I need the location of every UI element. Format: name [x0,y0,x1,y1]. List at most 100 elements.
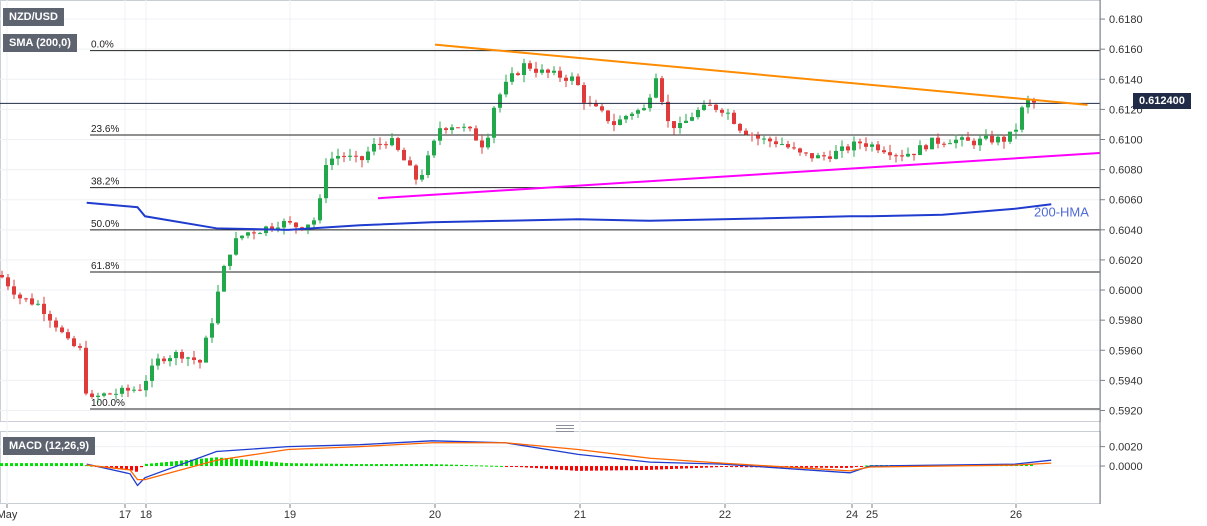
macd-histogram-bar [515,466,518,468]
fibonacci-levels: 0.0% 23.6% 38.2% 50.0% 61.8% 100.0% [90,40,1100,410]
macd-histogram-bar [380,464,383,467]
macd-histogram-bar [635,466,638,471]
macd-histogram-bar [830,466,833,468]
macd-histogram-bar [485,465,488,467]
candle-body [732,112,736,124]
macd-histogram-bar [365,464,368,467]
candle-body [666,101,670,122]
macd-histogram-bar [215,457,218,467]
candle-body [276,227,280,229]
macd-histogram-bar [425,464,428,467]
candle-body [738,123,742,131]
candle-body [744,130,748,135]
last-price-badge: 0.612400 [1133,93,1191,109]
macd-legend[interactable]: MACD (12,26,9) [3,437,96,455]
candle-body [882,150,886,153]
macd-histogram-bar [235,458,238,467]
candle-body [600,106,604,111]
candle-body [18,294,22,299]
macd-histogram-bar [740,466,743,468]
candle-body [768,138,772,142]
macd-histogram-bar [1030,464,1033,467]
candle-body [348,155,352,157]
candle-body [390,138,394,146]
macd-histogram-bar [55,463,58,467]
candle-body [1020,107,1024,130]
candle-body [432,140,436,156]
candle-body [504,81,508,95]
macd-histogram-bar [0,463,3,467]
macd-histogram-bar [745,466,748,468]
macd-histogram-bar [230,458,233,467]
candle-body [948,143,952,145]
macd-histogram-bar [285,463,288,467]
candle-body [876,144,880,151]
macd-histogram-bar [660,466,663,470]
macd-histogram-bar [685,466,688,469]
candle-body [912,153,916,156]
candle-body [96,395,100,397]
candle-body [570,76,574,81]
pane-splitter-handle[interactable] [556,425,574,432]
candle-body [42,303,46,314]
macd-histogram-bar [355,464,358,467]
macd-histogram-bar [130,466,133,471]
candle-body [150,365,154,381]
candle-body [780,144,784,146]
candle-body [222,265,226,292]
candle-body [426,155,430,176]
candle-body [246,232,250,236]
sma-legend[interactable]: SMA (200,0) [3,34,77,52]
candle-body [312,220,316,225]
y-tick-label: 0.6080 [1109,165,1143,177]
macd-histogram-bar [610,466,613,471]
candle-body [30,298,34,305]
macd-histogram-bar [865,465,868,467]
macd-histogram-bar [310,463,313,467]
macd-histogram-bar [510,466,513,468]
x-tick-label: 26 [1010,509,1022,521]
macd-histogram-bar [415,464,418,467]
candle-body [258,233,262,235]
macd-histogram-bar [140,466,143,468]
macd-histogram-bar [135,466,138,472]
macd-histogram-bar [340,463,343,467]
macd-histogram-bar [550,466,553,470]
macd-histogram-bar [810,466,813,468]
candle-body [558,70,562,78]
macd-histogram-bar [5,463,8,467]
macd-histogram-bar [65,463,68,467]
candle-body [582,85,586,103]
x-tick-label: 25 [866,509,878,521]
macd-histogram-bar [705,466,708,468]
candle-body [960,137,964,140]
macd-histogram-bar [145,463,148,467]
candle-body [408,160,412,166]
y-tick-label: 0.6180 [1109,14,1143,26]
macd-histogram-bar [595,466,598,471]
macd-histogram-bar [835,466,838,468]
symbol-legend[interactable]: NZD/USD [3,8,64,26]
candle-body [684,120,688,123]
macd-histogram-bar [850,466,853,468]
candle-body [306,224,310,230]
candle-body [12,286,16,295]
candle-body [966,137,970,141]
candle-body [774,141,778,145]
candle-body [672,121,676,129]
y-tick-label: 0.6140 [1109,74,1143,86]
macd-histogram-bar [370,464,373,467]
candle-body [690,117,694,121]
y-tick-label: 0.5940 [1109,375,1143,387]
candle-body [942,143,946,145]
candle-body [786,144,790,148]
candle-body [852,141,856,151]
candle-body [324,165,328,199]
macd-histogram-bar [410,464,413,467]
macd-histogram-bar [20,463,23,467]
candle-body [360,156,364,161]
candle-body [240,235,244,239]
macd-histogram-bar [710,466,713,468]
macd-histogram-bar [855,466,858,468]
